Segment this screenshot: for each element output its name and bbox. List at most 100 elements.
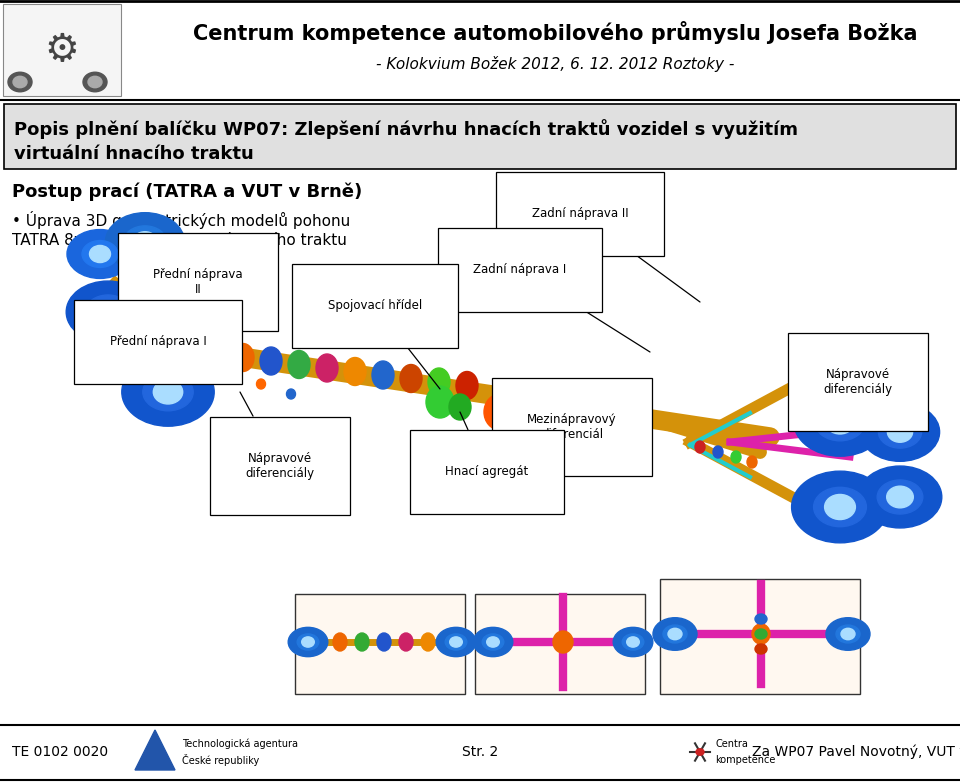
- Ellipse shape: [399, 633, 413, 651]
- Ellipse shape: [106, 213, 184, 271]
- FancyBboxPatch shape: [475, 594, 645, 694]
- Ellipse shape: [66, 281, 150, 343]
- Ellipse shape: [227, 369, 235, 379]
- Ellipse shape: [82, 241, 118, 267]
- Text: Zadní náprava II: Zadní náprava II: [532, 207, 700, 302]
- Ellipse shape: [355, 633, 369, 651]
- Ellipse shape: [482, 634, 504, 650]
- Text: - Kolokvium Božek 2012, 6. 12. 2012 Roztoky -: - Kolokvium Božek 2012, 6. 12. 2012 Rozt…: [375, 56, 734, 72]
- Ellipse shape: [449, 394, 471, 420]
- Ellipse shape: [663, 625, 687, 643]
- Ellipse shape: [288, 627, 327, 657]
- Text: Přední náprava
II: Přední náprava II: [154, 268, 243, 342]
- Ellipse shape: [653, 618, 697, 651]
- Ellipse shape: [85, 295, 131, 329]
- Text: Technologická agentura: Technologická agentura: [182, 739, 298, 749]
- Text: Postup prací (TATRA a VUT v Brně): Postup prací (TATRA a VUT v Brně): [12, 183, 362, 201]
- Circle shape: [449, 637, 463, 647]
- Circle shape: [887, 486, 913, 508]
- Circle shape: [887, 421, 913, 443]
- Circle shape: [696, 748, 704, 755]
- Ellipse shape: [426, 386, 454, 418]
- Text: Nápravové
diferenciály: Nápravové diferenciály: [240, 392, 315, 480]
- Ellipse shape: [877, 480, 923, 514]
- Circle shape: [83, 72, 107, 91]
- Text: Centra: Centra: [715, 739, 748, 749]
- Circle shape: [89, 246, 110, 263]
- Ellipse shape: [311, 633, 325, 651]
- Ellipse shape: [836, 625, 860, 643]
- Ellipse shape: [747, 456, 757, 468]
- Ellipse shape: [256, 379, 266, 389]
- Ellipse shape: [484, 394, 516, 430]
- Text: kompetence: kompetence: [715, 755, 776, 765]
- Circle shape: [95, 301, 121, 323]
- Ellipse shape: [286, 389, 296, 399]
- Ellipse shape: [421, 633, 435, 651]
- Text: Za WP07 Pavel Novotný, VUT v Brně: Za WP07 Pavel Novotný, VUT v Brně: [752, 744, 960, 759]
- Ellipse shape: [377, 633, 391, 651]
- FancyBboxPatch shape: [3, 4, 121, 96]
- Ellipse shape: [794, 388, 886, 456]
- Text: Hnací agregát: Hnací agregát: [445, 412, 529, 479]
- Ellipse shape: [792, 472, 888, 543]
- FancyBboxPatch shape: [660, 579, 860, 694]
- Text: Popis plnění balíčku WP07: Zlepšení návrhu hnacích traktů vozidel s využitím: Popis plnění balíčku WP07: Zlepšení návr…: [14, 119, 798, 139]
- Circle shape: [826, 410, 854, 434]
- Ellipse shape: [260, 347, 282, 375]
- Ellipse shape: [333, 633, 347, 651]
- Ellipse shape: [122, 358, 214, 426]
- Circle shape: [301, 637, 314, 647]
- Circle shape: [132, 231, 157, 253]
- Ellipse shape: [860, 403, 940, 461]
- Circle shape: [154, 380, 182, 404]
- Ellipse shape: [541, 408, 569, 440]
- Ellipse shape: [815, 404, 865, 441]
- FancyBboxPatch shape: [4, 104, 956, 169]
- FancyBboxPatch shape: [295, 594, 465, 694]
- Ellipse shape: [428, 368, 450, 396]
- Ellipse shape: [143, 373, 193, 411]
- Ellipse shape: [731, 451, 741, 463]
- Ellipse shape: [288, 350, 310, 378]
- Ellipse shape: [456, 371, 478, 400]
- Circle shape: [487, 637, 499, 647]
- Ellipse shape: [67, 230, 133, 278]
- Ellipse shape: [190, 357, 200, 367]
- Text: Mezinápravový
diferenciál: Mezinápravový diferenciál: [527, 394, 617, 441]
- Ellipse shape: [204, 340, 226, 368]
- Text: Str. 2: Str. 2: [462, 745, 498, 759]
- Ellipse shape: [372, 361, 394, 389]
- Text: Nápravové
diferenciály: Nápravové diferenciály: [824, 368, 893, 427]
- Text: virtuální hnacího traktu: virtuální hnacího traktu: [14, 145, 253, 163]
- Ellipse shape: [232, 343, 254, 371]
- Text: ⚙: ⚙: [44, 31, 80, 69]
- Circle shape: [668, 628, 682, 640]
- Ellipse shape: [316, 354, 338, 382]
- Text: TE 0102 0020: TE 0102 0020: [12, 745, 108, 759]
- Ellipse shape: [445, 634, 467, 650]
- Text: Centrum kompetence automobilového průmyslu Josefa Božka: Centrum kompetence automobilového průmys…: [193, 20, 917, 44]
- Ellipse shape: [473, 627, 513, 657]
- Ellipse shape: [695, 441, 705, 453]
- Ellipse shape: [622, 634, 644, 650]
- Circle shape: [88, 77, 102, 88]
- Circle shape: [627, 637, 639, 647]
- Ellipse shape: [508, 402, 533, 432]
- Ellipse shape: [400, 364, 422, 393]
- Polygon shape: [135, 730, 175, 770]
- Text: Spojovací hřídel: Spojovací hřídel: [328, 300, 440, 389]
- Text: České republiky: České republiky: [182, 754, 259, 766]
- Ellipse shape: [858, 466, 942, 528]
- Circle shape: [825, 494, 855, 519]
- Ellipse shape: [752, 624, 770, 644]
- Text: Přední náprava I: Přední náprava I: [109, 335, 206, 360]
- Ellipse shape: [826, 618, 870, 651]
- Circle shape: [841, 628, 855, 640]
- Ellipse shape: [344, 357, 366, 386]
- Ellipse shape: [755, 629, 767, 639]
- Ellipse shape: [124, 226, 167, 258]
- Ellipse shape: [814, 487, 867, 527]
- Ellipse shape: [755, 614, 767, 624]
- Ellipse shape: [713, 446, 723, 458]
